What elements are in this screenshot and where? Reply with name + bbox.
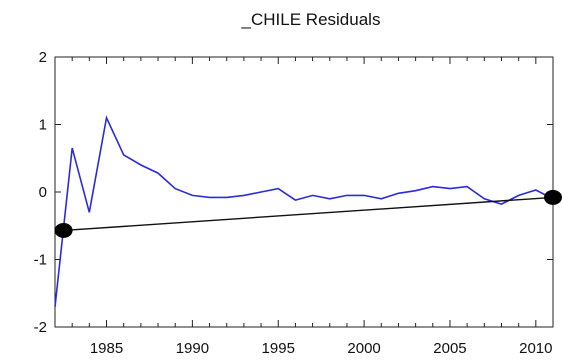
x-tick-label: 1995 xyxy=(262,340,295,357)
y-axis-ticks: -2 -1 0 1 2 xyxy=(34,49,553,336)
y-tick-label: 1 xyxy=(39,117,47,134)
marker-group xyxy=(54,189,562,238)
y-tick-label: -2 xyxy=(34,319,47,336)
x-tick-label: 2000 xyxy=(347,340,380,357)
y-tick-label: 0 xyxy=(39,184,47,201)
x-axis-ticks: 1985 1990 1995 2000 2005 2010 xyxy=(54,57,554,357)
x-tick-label: 1990 xyxy=(176,340,209,357)
residual-series-line xyxy=(54,115,554,307)
chart-title: _CHILE Residuals xyxy=(241,10,381,29)
endpoint-marker xyxy=(54,222,73,238)
x-tick-label: 2010 xyxy=(519,340,552,357)
x-tick-label: 2005 xyxy=(433,340,466,357)
endpoint-marker xyxy=(544,189,562,205)
y-tick-label: -1 xyxy=(34,252,47,269)
overlay-group xyxy=(63,196,554,232)
y-tick-label: 2 xyxy=(39,49,47,66)
plot-frame xyxy=(54,56,554,328)
overlay-line xyxy=(63,196,554,232)
x-tick-label: 1985 xyxy=(90,340,123,357)
series-group xyxy=(54,115,554,307)
